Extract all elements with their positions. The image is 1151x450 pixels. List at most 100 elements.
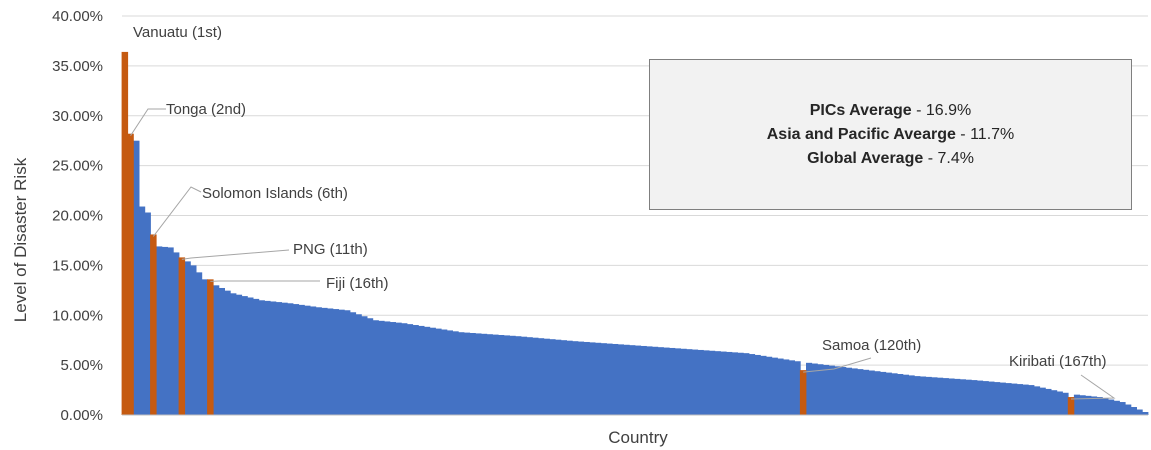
pic-bar-png <box>178 257 186 415</box>
pic-bar-tonga <box>127 133 134 415</box>
country-bar <box>743 353 750 415</box>
country-bar <box>310 306 317 415</box>
country-bar <box>144 212 151 415</box>
country-bar <box>492 334 499 415</box>
country-bar <box>486 334 493 415</box>
country-bar <box>572 341 579 415</box>
annotation-leaders <box>130 108 1116 400</box>
annotation-vanuatu: Vanuatu (1st) <box>133 24 222 41</box>
leader-line <box>181 249 290 260</box>
country-bar <box>515 336 522 415</box>
annotation-fiji: Fiji (16th) <box>326 275 389 292</box>
country-bar <box>635 345 642 415</box>
country-bar <box>281 302 288 415</box>
country-bar <box>133 140 140 415</box>
country-bar <box>674 348 681 415</box>
country-bar <box>942 378 949 415</box>
country-bar <box>806 362 813 415</box>
country-bar <box>441 329 448 415</box>
country-bar <box>327 308 334 415</box>
country-bar <box>874 371 881 415</box>
country-bar <box>190 265 197 415</box>
country-bar <box>737 352 744 415</box>
country-bar <box>977 380 984 415</box>
country-bar <box>184 261 191 415</box>
country-bar <box>902 374 909 415</box>
country-bar <box>344 310 351 415</box>
y-axis-title: Level of Disaster Risk <box>11 157 30 322</box>
country-bar <box>948 378 955 415</box>
country-bar <box>139 206 146 415</box>
annotation-png: PNG (11th) <box>293 241 368 258</box>
country-bar <box>389 322 396 415</box>
country-bar <box>669 347 676 415</box>
country-bar <box>543 338 550 415</box>
country-bar <box>355 314 362 415</box>
country-bar <box>925 376 932 415</box>
annotation-samoa: Samoa (120th) <box>822 337 921 354</box>
avg-line-pics: PICs Average - 16.9% <box>809 101 972 119</box>
country-bar <box>931 377 938 415</box>
country-bar <box>293 304 300 415</box>
country-bar <box>840 367 847 415</box>
country-bar <box>908 375 915 415</box>
country-bar <box>236 294 243 415</box>
country-bar <box>578 341 585 415</box>
country-bar <box>937 377 944 415</box>
country-bar <box>264 300 271 415</box>
country-bar <box>161 246 168 415</box>
leader-line <box>1071 374 1116 400</box>
avg-label-global: Global Average <box>807 149 924 167</box>
country-bar <box>532 337 539 415</box>
annotation-tonga: Tonga (2nd) <box>166 101 246 118</box>
country-bar <box>595 342 602 415</box>
country-bar <box>218 287 225 415</box>
pic-bar-samoa <box>799 370 807 415</box>
country-bar <box>891 373 898 415</box>
country-bar <box>196 272 203 415</box>
country-bar <box>663 347 670 415</box>
pic-bars <box>121 51 1075 415</box>
country-bars <box>133 140 1149 415</box>
country-bar <box>965 379 972 415</box>
country-bar <box>771 357 778 415</box>
pic-bar-solomon-islands <box>150 234 157 415</box>
country-bar <box>640 345 647 415</box>
country-bar <box>321 307 328 415</box>
country-bar <box>315 307 322 415</box>
avg-line-global: Global Average - 7.4% <box>807 149 974 167</box>
country-bar <box>1011 383 1018 415</box>
country-bar <box>1079 395 1086 415</box>
country-bar <box>1096 397 1103 415</box>
country-bar <box>857 369 864 415</box>
country-bar <box>817 364 824 415</box>
country-bar <box>275 302 282 415</box>
country-bar <box>1085 395 1092 415</box>
country-bar <box>350 312 357 415</box>
country-bar <box>469 333 476 415</box>
country-bar <box>1113 400 1120 415</box>
country-bar <box>304 305 311 415</box>
country-bar <box>1125 404 1132 415</box>
country-bar <box>498 335 505 415</box>
country-bar <box>566 340 573 415</box>
leader-line <box>152 186 202 237</box>
country-bar <box>697 349 704 415</box>
country-bar <box>657 347 664 415</box>
pic-bar-vanuatu <box>121 51 129 415</box>
country-bar <box>1102 398 1109 415</box>
country-bar <box>692 349 699 415</box>
country-bar <box>686 349 693 415</box>
country-bar <box>612 343 619 415</box>
country-bar <box>589 342 596 415</box>
country-bar <box>230 293 237 415</box>
country-bar <box>959 379 966 415</box>
x-axis-title: Country <box>608 428 668 447</box>
country-bar <box>287 303 294 415</box>
country-bar <box>783 359 790 415</box>
annotation-kiribati: Kiribati (167th) <box>1009 353 1107 370</box>
country-bar <box>1136 409 1143 415</box>
y-tick-label: 25.00% <box>52 158 103 175</box>
country-bar <box>173 252 180 415</box>
